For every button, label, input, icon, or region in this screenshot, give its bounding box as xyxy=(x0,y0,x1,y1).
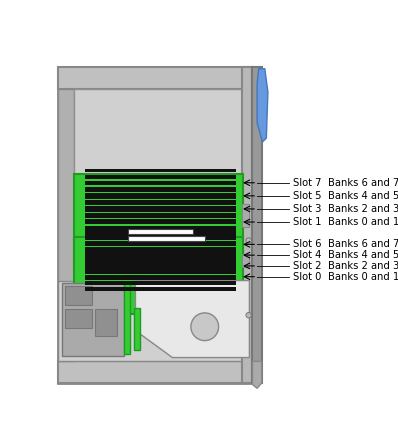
Bar xyxy=(74,237,243,314)
Bar xyxy=(86,276,236,280)
Bar xyxy=(86,259,236,263)
Circle shape xyxy=(246,312,251,318)
Bar xyxy=(86,200,236,204)
Polygon shape xyxy=(135,280,250,357)
Text: Banks 4 and 5: Banks 4 and 5 xyxy=(328,250,398,260)
Bar xyxy=(86,232,236,236)
Bar xyxy=(86,195,236,198)
Bar xyxy=(86,213,236,217)
Bar xyxy=(86,241,236,245)
Text: Slot 5: Slot 5 xyxy=(293,191,321,201)
Bar xyxy=(86,243,236,246)
Bar xyxy=(242,203,250,227)
Bar xyxy=(59,280,252,361)
Bar xyxy=(86,207,236,211)
Bar xyxy=(86,181,236,185)
Bar xyxy=(86,208,236,212)
Bar xyxy=(64,309,92,328)
Bar xyxy=(134,307,140,350)
Bar xyxy=(59,361,251,383)
Polygon shape xyxy=(257,69,268,142)
Bar xyxy=(86,275,236,279)
Bar xyxy=(86,169,236,172)
Bar xyxy=(86,182,236,186)
Bar xyxy=(86,220,236,224)
Text: Banks 0 and 1: Banks 0 and 1 xyxy=(328,272,398,282)
Bar xyxy=(96,309,117,336)
Bar xyxy=(86,187,236,191)
Bar xyxy=(86,247,236,251)
Bar xyxy=(86,270,236,274)
Text: Slot 6: Slot 6 xyxy=(293,239,321,249)
Bar xyxy=(128,229,193,234)
Bar xyxy=(86,263,236,266)
Bar xyxy=(86,201,236,205)
Bar xyxy=(86,252,236,255)
Text: Banks 0 and 1: Banks 0 and 1 xyxy=(328,217,398,227)
Bar xyxy=(86,266,236,269)
Bar xyxy=(86,269,236,272)
Bar xyxy=(86,287,236,291)
Polygon shape xyxy=(252,361,262,388)
Bar xyxy=(64,286,92,305)
Bar xyxy=(86,264,236,268)
Bar xyxy=(242,254,250,267)
Text: Slot 2: Slot 2 xyxy=(293,261,321,271)
Bar xyxy=(86,214,236,218)
Bar xyxy=(86,188,236,192)
Bar xyxy=(74,174,243,267)
Bar xyxy=(86,194,236,198)
Bar xyxy=(86,255,236,259)
Bar xyxy=(74,89,251,174)
Bar xyxy=(86,258,236,262)
Bar xyxy=(86,249,236,252)
Text: Slot 1: Slot 1 xyxy=(293,217,321,227)
Bar xyxy=(242,67,252,383)
Bar xyxy=(86,193,236,197)
Bar xyxy=(59,89,74,361)
Circle shape xyxy=(246,238,251,243)
Text: Banks 2 and 3: Banks 2 and 3 xyxy=(328,204,398,214)
Bar xyxy=(128,236,205,240)
Text: Slot 4: Slot 4 xyxy=(293,250,321,260)
Bar xyxy=(86,226,236,230)
Bar xyxy=(86,175,236,178)
Text: Banks 4 and 5: Banks 4 and 5 xyxy=(328,191,398,201)
Bar xyxy=(86,230,236,234)
Bar xyxy=(62,283,124,356)
Circle shape xyxy=(191,313,219,340)
Text: Slot 0: Slot 0 xyxy=(293,272,321,282)
Bar xyxy=(86,219,236,223)
Text: Banks 6 and 7: Banks 6 and 7 xyxy=(328,178,398,188)
Bar xyxy=(86,253,236,257)
Text: Banks 2 and 3: Banks 2 and 3 xyxy=(328,261,398,271)
Bar xyxy=(86,236,236,240)
Bar xyxy=(124,283,130,354)
Bar xyxy=(86,281,236,285)
Text: Banks 6 and 7: Banks 6 and 7 xyxy=(328,239,398,249)
Bar xyxy=(86,206,236,210)
Bar xyxy=(59,67,251,383)
Text: Slot 3: Slot 3 xyxy=(293,204,321,214)
Bar xyxy=(59,67,251,89)
Text: Slot 7: Slot 7 xyxy=(293,178,321,188)
Bar xyxy=(252,67,262,383)
